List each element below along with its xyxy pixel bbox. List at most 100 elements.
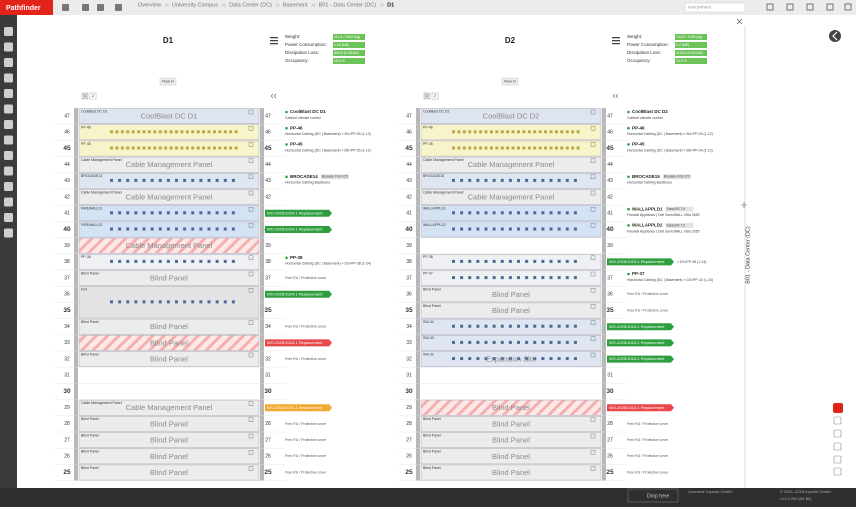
- device-action[interactable]: [590, 288, 596, 293]
- device-action[interactable]: [248, 174, 254, 180]
- toolbar-icon[interactable]: [62, 4, 69, 11]
- device-action[interactable]: [248, 158, 254, 163]
- device-action[interactable]: [248, 223, 254, 228]
- sidebar-icon[interactable]: [4, 42, 13, 52]
- device[interactable]: [420, 399, 602, 416]
- device-action[interactable]: [590, 125, 596, 131]
- breadcrumb-item[interactable]: University Campus: [172, 2, 218, 8]
- device-action[interactable]: [590, 255, 596, 261]
- device-action[interactable]: [590, 320, 596, 325]
- device-action[interactable]: [590, 158, 596, 163]
- device[interactable]: [78, 464, 260, 481]
- device[interactable]: [78, 156, 260, 173]
- zoom-icon[interactable]: [833, 455, 842, 464]
- menu-icon[interactable]: [612, 37, 620, 39]
- device[interactable]: [78, 448, 260, 465]
- device-action[interactable]: [590, 142, 596, 147]
- collapse-icon[interactable]: [612, 93, 619, 99]
- work-order-tag[interactable]: [607, 339, 674, 347]
- device[interactable]: [78, 416, 260, 432]
- device-action[interactable]: [590, 271, 596, 277]
- sidebar-icon[interactable]: [4, 120, 13, 129]
- device-action[interactable]: [248, 401, 254, 406]
- device-action[interactable]: [590, 304, 596, 309]
- back-button[interactable]: [829, 30, 841, 42]
- pager-box[interactable]: [81, 92, 89, 100]
- work-order-tag[interactable]: [265, 404, 332, 412]
- window-icon[interactable]: [806, 3, 814, 11]
- sidebar-icon[interactable]: [4, 104, 13, 114]
- device[interactable]: [78, 140, 260, 157]
- zoom-icon[interactable]: [833, 442, 842, 451]
- device[interactable]: [420, 108, 602, 124]
- device-action[interactable]: [248, 255, 254, 261]
- drop-zone[interactable]: [627, 488, 679, 503]
- device-action[interactable]: [590, 174, 596, 180]
- work-order-tag[interactable]: [607, 355, 674, 363]
- toolbar-icon[interactable]: [115, 4, 122, 11]
- device[interactable]: [78, 335, 260, 351]
- breadcrumb-item[interactable]: Data Center (DC): [229, 2, 272, 8]
- device[interactable]: [78, 351, 260, 367]
- device-action[interactable]: [590, 109, 596, 115]
- window-icon[interactable]: [826, 3, 834, 11]
- device-action[interactable]: [248, 320, 254, 325]
- zoom-icon[interactable]: [833, 467, 842, 476]
- device-action[interactable]: [590, 450, 596, 455]
- device[interactable]: [420, 286, 602, 303]
- device[interactable]: [78, 237, 260, 254]
- sidebar-icon[interactable]: [4, 213, 13, 222]
- device-action[interactable]: [248, 206, 254, 212]
- device[interactable]: [78, 124, 260, 141]
- close-icon[interactable]: [736, 18, 743, 25]
- pager-box[interactable]: [89, 92, 97, 100]
- device[interactable]: [78, 270, 260, 286]
- window-icon[interactable]: [766, 3, 774, 11]
- device-action[interactable]: [590, 190, 596, 196]
- device-action[interactable]: [248, 417, 254, 422]
- device[interactable]: [420, 416, 602, 432]
- device-action[interactable]: [248, 288, 254, 293]
- breadcrumb-item[interactable]: B01 - Data Center (DC): [319, 2, 377, 8]
- device[interactable]: [420, 302, 602, 319]
- work-order-tag[interactable]: [265, 290, 332, 298]
- tool-button[interactable]: [833, 403, 843, 413]
- device[interactable]: [420, 432, 602, 448]
- device-action[interactable]: [590, 417, 596, 422]
- add-icon[interactable]: [741, 202, 747, 208]
- device-action[interactable]: [590, 336, 596, 341]
- device-action[interactable]: [248, 450, 254, 455]
- device-action[interactable]: [248, 466, 254, 471]
- window-icon[interactable]: [786, 3, 794, 11]
- device[interactable]: [420, 448, 602, 465]
- device[interactable]: [78, 189, 260, 205]
- sidebar-icon[interactable]: [4, 58, 13, 67]
- device[interactable]: [420, 140, 602, 157]
- pager-box[interactable]: [423, 92, 431, 100]
- sidebar-icon[interactable]: [4, 135, 13, 145]
- work-order-tag[interactable]: [265, 339, 332, 347]
- sidebar-icon[interactable]: [4, 151, 13, 160]
- device-action[interactable]: [248, 125, 254, 131]
- device-action[interactable]: [248, 352, 254, 358]
- device-action[interactable]: [590, 223, 596, 228]
- menu-icon[interactable]: [612, 40, 620, 42]
- device-action[interactable]: [590, 206, 596, 212]
- menu-icon[interactable]: [612, 43, 620, 45]
- device-action[interactable]: [248, 433, 254, 439]
- work-order-tag[interactable]: [265, 209, 332, 217]
- device-action[interactable]: [248, 271, 254, 277]
- sidebar-icon[interactable]: [4, 27, 13, 36]
- sidebar-icon[interactable]: [4, 197, 13, 207]
- zoom-icon[interactable]: [833, 429, 842, 438]
- work-order-tag[interactable]: [607, 404, 674, 412]
- search-box[interactable]: [684, 2, 746, 13]
- device[interactable]: [78, 108, 260, 124]
- device[interactable]: [420, 189, 602, 205]
- device-action[interactable]: [248, 142, 254, 147]
- device-action[interactable]: [248, 190, 254, 196]
- sidebar-icon[interactable]: [4, 228, 13, 238]
- menu-icon[interactable]: [270, 40, 278, 42]
- sidebar-icon[interactable]: [4, 182, 13, 191]
- device-action[interactable]: [248, 109, 254, 115]
